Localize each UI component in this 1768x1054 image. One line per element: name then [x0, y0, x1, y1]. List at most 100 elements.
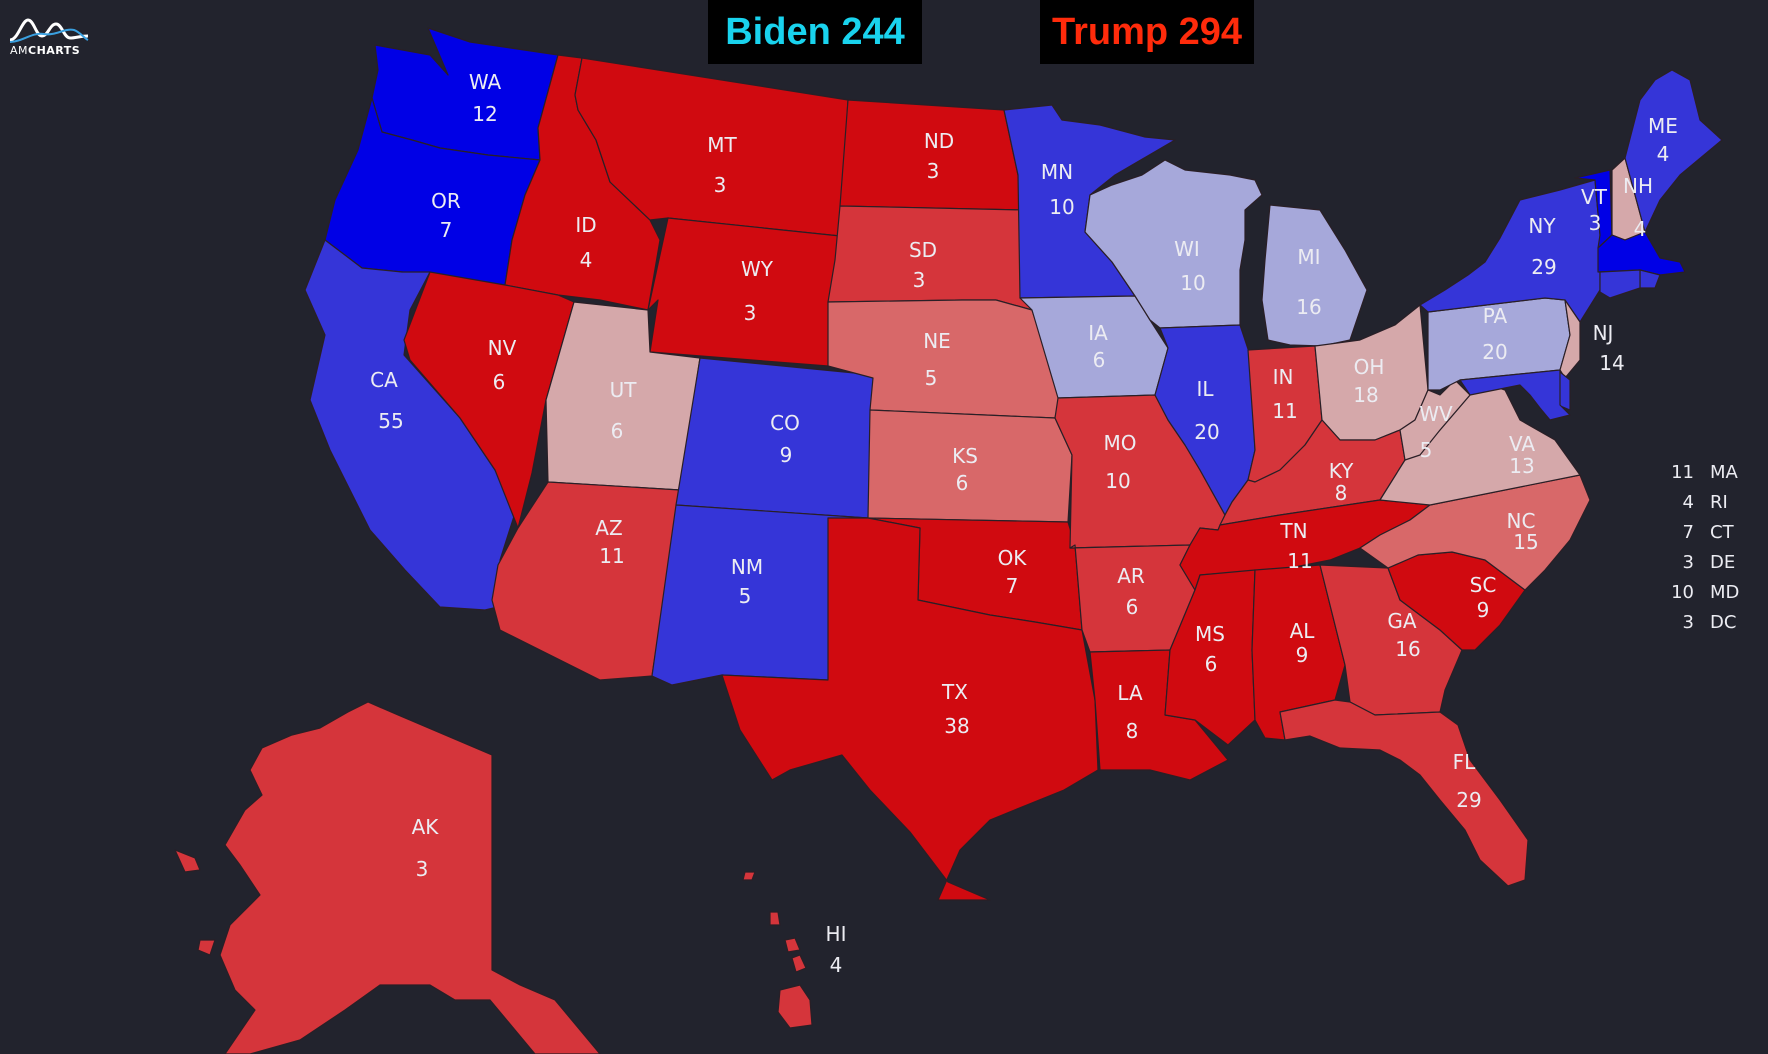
state-abbr-la: LA [1117, 681, 1143, 705]
small-state-row: 11 MA [1650, 462, 1768, 492]
state-ev-oh: 18 [1353, 383, 1378, 407]
state-md[interactable] [1459, 369, 1571, 421]
state-abbr-ar: AR [1117, 564, 1145, 588]
state-abbr-id: ID [575, 213, 596, 237]
state-ev-ga: 16 [1395, 637, 1420, 661]
state-ev-ar: 6 [1126, 595, 1139, 619]
state-ev-sd: 3 [913, 268, 926, 292]
state-abbr-nh: NH [1623, 174, 1653, 198]
state-hi[interactable] [777, 984, 813, 1029]
small-state-row: 3 DC [1650, 612, 1768, 642]
state-ev-ms: 6 [1205, 652, 1218, 676]
state-ev-mt: 3 [714, 173, 727, 197]
state-ev-fl: 29 [1456, 788, 1481, 812]
state-abbr-nc: NC [1507, 509, 1536, 533]
state-ct[interactable] [1599, 269, 1641, 299]
state-ev-nm: 5 [739, 584, 752, 608]
state-ev-ut: 6 [611, 419, 624, 443]
island-hi [784, 937, 801, 953]
state-ev-mo: 10 [1105, 469, 1130, 493]
state-ny[interactable] [1419, 179, 1601, 323]
state-abbr-sc: SC [1470, 573, 1497, 597]
amcharts-logo-text: AMCHARTS [10, 44, 81, 57]
state-ev-wv: 5 [1420, 438, 1433, 462]
state-ev-nj: 14 [1599, 351, 1624, 375]
state-abbr-nm: NM [731, 555, 763, 579]
state-abbr-ca: CA [370, 368, 398, 392]
small-state-ev: 3 [1682, 612, 1694, 633]
trump-score-text: Trump 294 [1051, 10, 1243, 53]
state-ev-sc: 9 [1477, 598, 1490, 622]
biden-score: Biden 244 [708, 0, 922, 64]
state-ev-tn: 11 [1287, 549, 1312, 573]
state-nv[interactable] [403, 271, 575, 529]
state-abbr-mn: MN [1041, 160, 1073, 184]
state-co[interactable] [675, 357, 876, 519]
state-abbr-ms: MS [1195, 622, 1225, 646]
island-hi [742, 871, 756, 881]
state-abbr-in: IN [1273, 365, 1294, 389]
state-abbr-mo: MO [1104, 431, 1137, 455]
small-state-abbr: CT [1710, 522, 1734, 543]
state-ev-ak: 3 [416, 857, 429, 881]
state-abbr-oh: OH [1354, 355, 1385, 379]
state-abbr-tx: TX [941, 680, 968, 704]
state-abbr-az: AZ [595, 516, 622, 540]
state-ev-mi: 16 [1296, 295, 1321, 319]
state-ev-me: 4 [1657, 142, 1670, 166]
state-abbr-pa: PA [1483, 304, 1508, 328]
state-abbr-ga: GA [1387, 609, 1416, 633]
state-abbr-nv: NV [488, 336, 517, 360]
state-nd[interactable] [839, 99, 1025, 211]
state-abbr-tn: TN [1279, 519, 1307, 543]
small-state-abbr: DC [1710, 612, 1737, 633]
state-wv[interactable] [1399, 379, 1471, 461]
state-ev-ky: 8 [1335, 481, 1348, 505]
state-fl[interactable] [1279, 699, 1529, 887]
state-ev-ok: 7 [1006, 574, 1019, 598]
state-abbr-al: AL [1290, 619, 1316, 643]
state-ev-vt: 3 [1589, 211, 1602, 235]
state-ev-ca: 55 [378, 409, 403, 433]
amcharts-logo[interactable]: AMCHARTS [8, 14, 90, 62]
state-ev-wa: 12 [472, 102, 497, 126]
state-ev-nh: 4 [1634, 217, 1647, 241]
small-state-row: 3 DE [1650, 552, 1768, 582]
state-ev-il: 20 [1194, 420, 1219, 444]
state-nc[interactable] [1359, 474, 1591, 591]
state-ev-wi: 10 [1180, 271, 1205, 295]
state-ev-nc: 15 [1513, 530, 1538, 554]
small-state-row: 4 RI [1650, 492, 1768, 522]
state-abbr-nj: NJ [1593, 321, 1614, 345]
state-ev-ne: 5 [925, 366, 938, 390]
state-ev-va: 13 [1509, 454, 1534, 478]
state-ak[interactable] [219, 701, 601, 1054]
state-ms[interactable] [1164, 569, 1256, 746]
small-state-abbr: MD [1710, 582, 1740, 603]
state-tx[interactable] [721, 517, 1099, 901]
state-abbr-or: OR [431, 189, 461, 213]
state-abbr-hi: HI [826, 922, 847, 946]
state-wi[interactable] [1084, 159, 1263, 329]
state-abbr-mt: MT [707, 133, 737, 157]
island-ak [174, 849, 201, 873]
state-mi[interactable] [1261, 204, 1368, 347]
state-abbr-co: CO [770, 411, 800, 435]
state-ev-mn: 10 [1049, 195, 1074, 219]
state-abbr-va: VA [1509, 432, 1535, 456]
state-abbr-ak: AK [412, 815, 440, 839]
state-ev-co: 9 [780, 443, 793, 467]
state-ev-al: 9 [1296, 643, 1309, 667]
state-abbr-ky: KY [1329, 459, 1354, 483]
state-me[interactable] [1624, 69, 1723, 233]
state-ev-ks: 6 [956, 471, 969, 495]
small-state-ev: 3 [1682, 552, 1694, 573]
island-ak [197, 939, 216, 956]
state-wy[interactable] [647, 217, 841, 367]
state-ks[interactable] [867, 409, 1073, 523]
small-state-ev: 11 [1671, 462, 1694, 483]
state-abbr-ks: KS [952, 444, 978, 468]
state-ev-la: 8 [1126, 719, 1139, 743]
small-states-list: 11 MA 4 RI 7 CT 3 DE 10 MD 3 DC [1650, 462, 1768, 642]
